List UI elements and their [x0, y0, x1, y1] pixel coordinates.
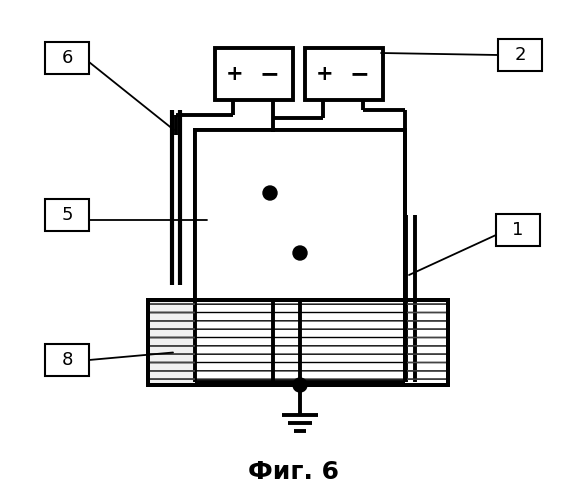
- Bar: [150, 302, 446, 383]
- Text: 5: 5: [62, 206, 73, 224]
- Text: 2: 2: [515, 46, 526, 64]
- Bar: [148, 300, 448, 385]
- Text: −: −: [349, 62, 369, 86]
- Text: +: +: [316, 64, 334, 84]
- Bar: [150, 302, 195, 383]
- Circle shape: [293, 378, 307, 392]
- Bar: [215, 48, 293, 100]
- Bar: [45, 42, 89, 74]
- Bar: [407, 302, 446, 383]
- Bar: [498, 39, 542, 71]
- Bar: [150, 302, 195, 383]
- Bar: [148, 300, 448, 385]
- Circle shape: [263, 186, 277, 200]
- Text: −: −: [259, 62, 279, 86]
- Circle shape: [293, 246, 307, 260]
- Text: Фиг. 6: Фиг. 6: [247, 460, 339, 484]
- Text: 1: 1: [512, 221, 524, 239]
- Text: 6: 6: [62, 49, 73, 67]
- Bar: [45, 344, 89, 376]
- Bar: [496, 214, 540, 246]
- Bar: [45, 199, 89, 231]
- Bar: [305, 48, 383, 100]
- Bar: [150, 302, 195, 383]
- Bar: [195, 130, 405, 300]
- Bar: [196, 132, 404, 298]
- Text: 8: 8: [62, 351, 73, 369]
- Bar: [197, 132, 403, 298]
- Bar: [195, 130, 405, 300]
- Text: +: +: [226, 64, 244, 84]
